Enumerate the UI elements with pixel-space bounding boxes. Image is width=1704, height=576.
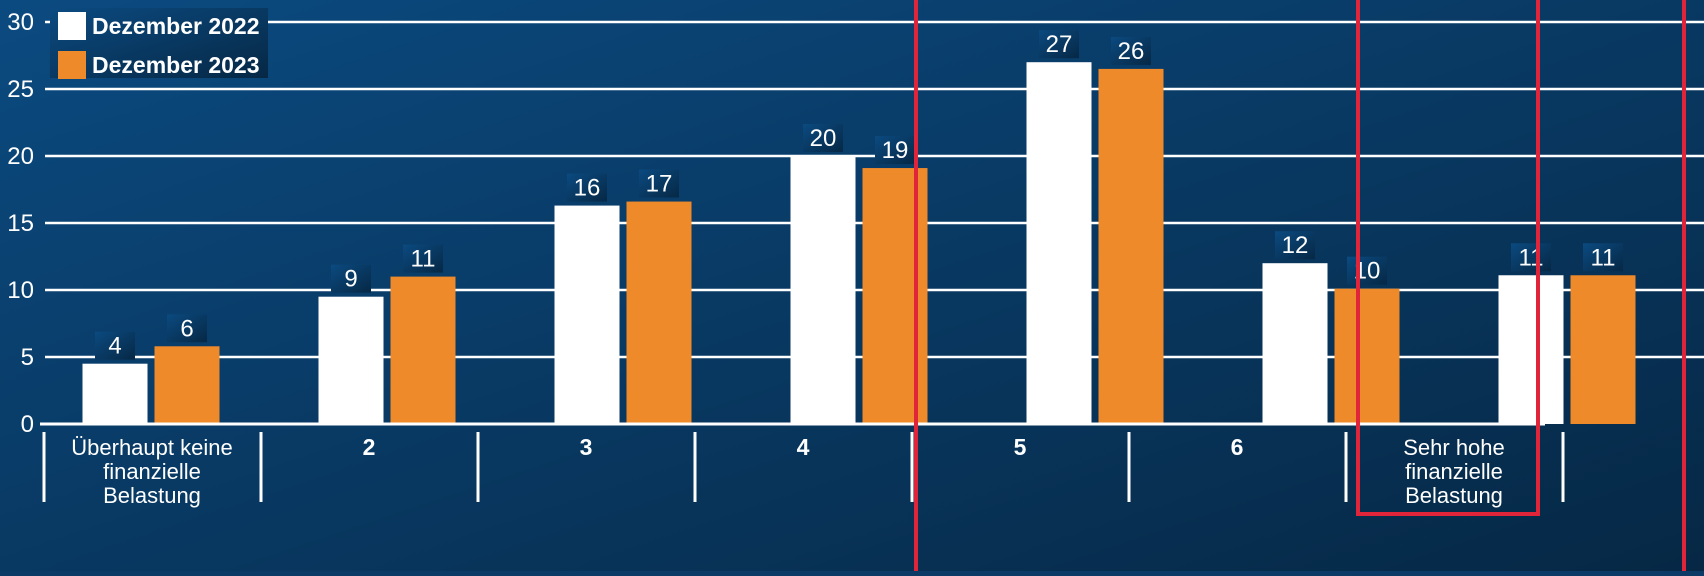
data-label: 4 [108, 333, 121, 360]
legend: Dezember 2022 Dezember 2023 [50, 8, 268, 79]
x-axis [40, 422, 1565, 502]
bar [82, 363, 148, 424]
data-label-bg [803, 124, 843, 152]
highlight-frame-sehr-hohe [1356, 0, 1540, 516]
category-label: 6 [1231, 434, 1244, 460]
y-tick-label: 30 [7, 9, 34, 36]
data-label: 11 [1591, 244, 1616, 271]
data-label-bg [875, 136, 915, 165]
data-label-bg [567, 173, 607, 202]
data-label-bg [95, 331, 135, 360]
bar [1570, 275, 1636, 424]
category-label: finanzielle [103, 459, 201, 484]
data-label-bg [167, 314, 207, 343]
legend-swatch [58, 51, 86, 79]
y-tick-label: 25 [7, 76, 34, 103]
bar [1498, 275, 1564, 424]
bar [390, 276, 456, 424]
category-label: 3 [580, 434, 593, 460]
data-label-bg [1583, 243, 1623, 272]
bar [154, 346, 220, 424]
y-tick-label: 0 [21, 411, 34, 438]
legend-label: Dezember 2023 [92, 52, 260, 78]
y-tick-label: 5 [21, 344, 34, 371]
y-tick-label: 20 [7, 143, 34, 170]
data-label-bg [1039, 30, 1079, 59]
data-label: 20 [810, 125, 837, 152]
bar [554, 205, 620, 424]
data-label: 27 [1046, 31, 1073, 58]
y-tick-label: 15 [7, 210, 34, 237]
legend-swatch [58, 12, 86, 40]
category-label: 4 [797, 434, 810, 460]
data-label: 17 [646, 171, 673, 198]
data-label: 12 [1282, 232, 1309, 259]
data-label-bg [403, 244, 443, 273]
data-label-bg [1347, 256, 1387, 285]
category-label: finanzielle [1405, 459, 1503, 484]
legend-label: Dezember 2022 [92, 13, 260, 39]
data-label-bg [331, 264, 371, 293]
bar [1026, 62, 1092, 424]
data-label-bg [1111, 36, 1151, 65]
data-label: 16 [574, 175, 601, 202]
category-label: 2 [363, 434, 376, 460]
y-tick-label: 10 [7, 277, 34, 304]
bar [626, 201, 692, 424]
bar [1098, 68, 1164, 425]
data-label: 11 [411, 246, 436, 273]
bar [1334, 288, 1400, 424]
data-label-bg [639, 169, 679, 198]
legend-background [50, 8, 268, 78]
data-label: 9 [344, 266, 357, 293]
category-label: Sehr hohe [1403, 435, 1505, 460]
bar [318, 296, 384, 424]
data-label: 6 [180, 315, 193, 342]
bar [790, 156, 856, 424]
bar [1262, 263, 1328, 424]
data-label: 19 [882, 137, 909, 164]
data-label: 26 [1118, 38, 1145, 65]
data-label-bg [1275, 231, 1315, 260]
data-label-bg [1511, 243, 1551, 272]
y-axis-ticks: 0 5 10 15 20 25 30 [7, 9, 34, 438]
category-label: 5 [1014, 434, 1027, 460]
category-label: Belastung [103, 483, 201, 508]
category-label: Überhaupt keine [71, 435, 232, 460]
category-label: Belastung [1405, 483, 1503, 508]
highlight-frames [914, 0, 1686, 571]
